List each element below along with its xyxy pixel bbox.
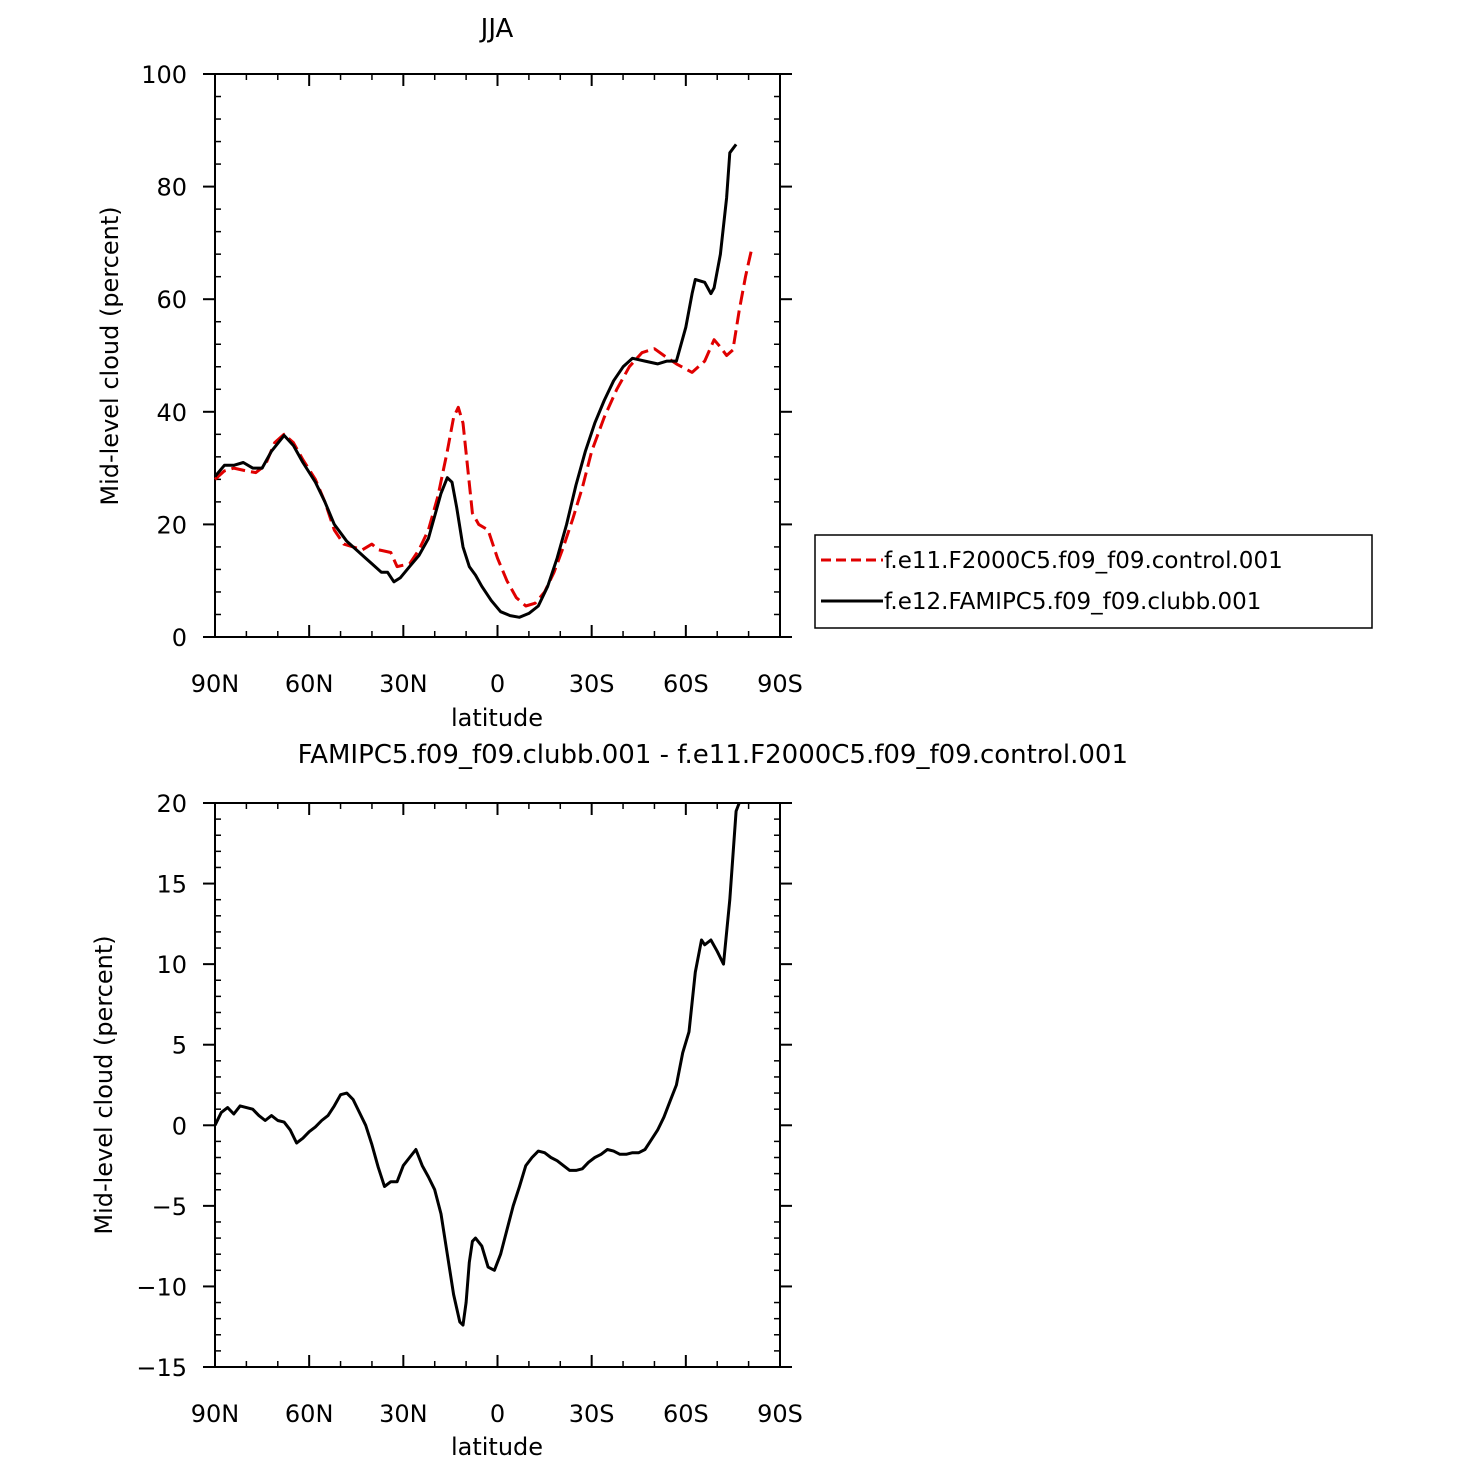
x-tick-label: 60N [285,670,334,698]
y-tick-label: 80 [156,174,187,202]
x-tick-label: 90S [757,1400,803,1428]
x-tick-label: 30N [379,670,428,698]
top-y-tick-labels: 0 20 40 60 80 100 [141,61,187,652]
bottom-x-tick-labels: 90N 60N 30N 0 30S 60S 90S [191,1400,803,1428]
y-tick-label: 60 [156,286,187,314]
bottom-x-axis-title: latitude [451,1433,543,1461]
y-tick-label: 5 [172,1032,187,1060]
x-tick-label: 60N [285,1400,334,1428]
top-x-tick-labels: 90N 60N 30N 0 30S 60S 90S [191,670,803,698]
bottom-y-tick-labels: −15 −10 −5 0 5 10 15 20 [136,790,187,1382]
top-chart-title: JJA [479,14,514,44]
x-tick-label: 60S [663,1400,709,1428]
bottom-chart-title: FAMIPC5.f09_f09.clubb.001 - f.e11.F2000C… [298,740,1128,770]
y-tick-label: 20 [156,790,187,818]
y-tick-label: 0 [172,1112,187,1140]
y-tick-label: −10 [136,1273,187,1301]
x-tick-label: 30N [379,1400,428,1428]
x-tick-label: 90N [191,670,240,698]
top-x-axis-title: latitude [451,704,543,732]
y-tick-label: 0 [172,624,187,652]
y-tick-label: −15 [136,1354,187,1382]
x-tick-label: 90S [757,670,803,698]
x-tick-label: 30S [569,1400,615,1428]
y-tick-label: 40 [156,399,187,427]
x-tick-label: 0 [490,670,505,698]
legend-label-clubb: f.e12.FAMIPC5.f09_f09.clubb.001 [884,589,1261,615]
x-tick-label: 90N [191,1400,240,1428]
y-tick-label: 10 [156,951,187,979]
x-tick-label: 0 [490,1400,505,1428]
x-tick-label: 30S [569,670,615,698]
bottom-y-axis-title: Mid-level cloud (percent) [90,935,118,1234]
legend: f.e11.F2000C5.f09_f09.control.001 f.e12.… [814,534,1373,629]
y-tick-label: 100 [141,61,187,89]
y-tick-label: 15 [156,871,187,899]
top-axis-ticks [203,73,792,638]
series-line-difference [213,802,741,1327]
top-series-group [213,143,754,619]
bottom-plot-frame [214,802,781,1368]
legend-box [814,534,1373,629]
legend-label-control: f.e11.F2000C5.f09_f09.control.001 [884,548,1283,574]
bottom-series-group [213,802,741,1327]
top-plot-frame [214,73,781,638]
series-line-control [213,248,754,608]
y-tick-label: −5 [152,1193,187,1221]
x-tick-label: 60S [663,670,709,698]
bottom-panel: FAMIPC5.f09_f09.clubb.001 - f.e11.F2000C… [90,740,1128,1461]
top-panel: JJA 90N 60N 30N 0 30S 60S 90S 0 20 40 60 80 100 lat… [96,14,1373,732]
series-line-clubb [213,143,738,619]
bottom-axis-ticks [203,802,792,1368]
y-tick-label: 20 [156,511,187,539]
top-y-axis-title: Mid-level cloud (percent) [96,206,124,505]
